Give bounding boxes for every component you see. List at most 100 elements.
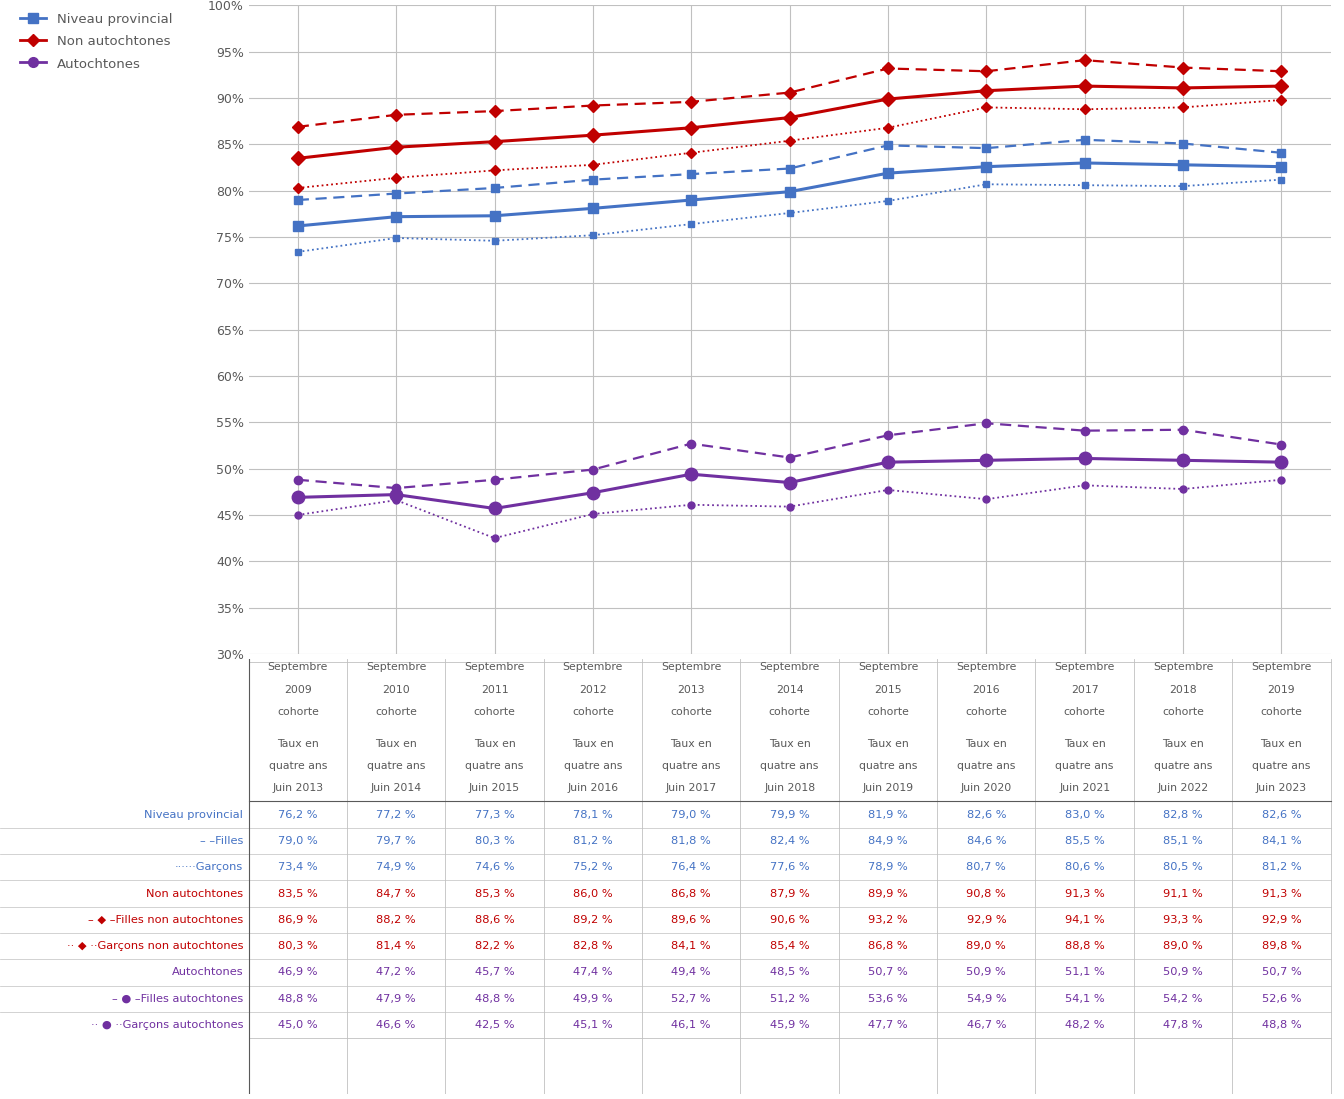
Text: – ● –Filles autochtones: – ● –Filles autochtones <box>112 993 243 1003</box>
Text: 47,7 %: 47,7 % <box>868 1020 907 1030</box>
Text: Septembre: Septembre <box>857 663 918 673</box>
Text: Septembre: Septembre <box>956 663 1016 673</box>
Text: quatre ans: quatre ans <box>269 761 327 771</box>
Text: Taux en: Taux en <box>965 739 1007 748</box>
Text: ······Garçons: ······Garçons <box>175 863 243 873</box>
Text: 91,3 %: 91,3 % <box>1064 889 1105 899</box>
Text: 2015: 2015 <box>874 685 902 695</box>
Text: Septembre: Septembre <box>464 663 524 673</box>
Text: 54,2 %: 54,2 % <box>1164 993 1203 1003</box>
Text: 49,4 %: 49,4 % <box>672 967 711 977</box>
Text: 88,8 %: 88,8 % <box>1064 941 1105 951</box>
Text: 46,1 %: 46,1 % <box>672 1020 711 1030</box>
Text: Taux en: Taux en <box>1163 739 1204 748</box>
Text: 42,5 %: 42,5 % <box>474 1020 515 1030</box>
Text: quatre ans: quatre ans <box>957 761 1016 771</box>
Text: 49,9 %: 49,9 % <box>573 993 613 1003</box>
Text: cohorte: cohorte <box>375 707 417 717</box>
Text: Taux en: Taux en <box>1261 739 1302 748</box>
Text: 84,7 %: 84,7 % <box>376 889 417 899</box>
Text: quatre ans: quatre ans <box>1154 761 1212 771</box>
Text: 47,8 %: 47,8 % <box>1163 1020 1203 1030</box>
Text: 90,6 %: 90,6 % <box>770 914 809 925</box>
Text: 80,6 %: 80,6 % <box>1064 863 1105 873</box>
Text: 79,9 %: 79,9 % <box>770 810 809 820</box>
Text: Juin 2018: Juin 2018 <box>763 784 816 793</box>
Text: Juin 2014: Juin 2014 <box>371 784 422 793</box>
Text: 47,2 %: 47,2 % <box>376 967 415 977</box>
Text: Septembre: Septembre <box>563 663 624 673</box>
Text: Niveau provincial: Niveau provincial <box>144 810 243 820</box>
Text: Juin 2022: Juin 2022 <box>1157 784 1208 793</box>
Text: quatre ans: quatre ans <box>465 761 524 771</box>
Text: 86,8 %: 86,8 % <box>672 889 711 899</box>
Text: Juin 2019: Juin 2019 <box>863 784 914 793</box>
Text: Taux en: Taux en <box>473 739 515 748</box>
Text: 84,1 %: 84,1 % <box>1262 836 1301 846</box>
Text: 85,5 %: 85,5 % <box>1064 836 1105 846</box>
Text: 89,8 %: 89,8 % <box>1262 941 1301 951</box>
Text: Taux en: Taux en <box>1064 739 1106 748</box>
Text: Juin 2023: Juin 2023 <box>1255 784 1306 793</box>
Text: Septembre: Septembre <box>1055 663 1116 673</box>
Text: 54,1 %: 54,1 % <box>1064 993 1105 1003</box>
Text: cohorte: cohorte <box>473 707 516 717</box>
Text: 86,8 %: 86,8 % <box>868 941 907 951</box>
Legend: Niveau provincial, Non autochtones, Autochtones: Niveau provincial, Non autochtones, Auto… <box>20 12 172 70</box>
Text: 45,9 %: 45,9 % <box>770 1020 809 1030</box>
Text: 89,0 %: 89,0 % <box>966 941 1007 951</box>
Text: 52,6 %: 52,6 % <box>1262 993 1301 1003</box>
Text: Septembre: Septembre <box>267 663 328 673</box>
Text: Taux en: Taux en <box>671 739 712 748</box>
Text: 48,5 %: 48,5 % <box>770 967 809 977</box>
Text: 80,5 %: 80,5 % <box>1163 863 1203 873</box>
Text: 74,6 %: 74,6 % <box>474 863 515 873</box>
Text: Juin 2020: Juin 2020 <box>961 784 1012 793</box>
Text: 91,1 %: 91,1 % <box>1163 889 1203 899</box>
Text: 94,1 %: 94,1 % <box>1064 914 1105 925</box>
Text: 78,1 %: 78,1 % <box>573 810 613 820</box>
Text: quatre ans: quatre ans <box>367 761 425 771</box>
Text: cohorte: cohorte <box>867 707 909 717</box>
Text: 54,9 %: 54,9 % <box>966 993 1007 1003</box>
Text: cohorte: cohorte <box>769 707 810 717</box>
Text: 73,4 %: 73,4 % <box>278 863 317 873</box>
Text: quatre ans: quatre ans <box>563 761 622 771</box>
Text: 81,8 %: 81,8 % <box>672 836 711 846</box>
Text: 79,7 %: 79,7 % <box>376 836 417 846</box>
Text: Septembre: Septembre <box>1153 663 1214 673</box>
Text: 87,9 %: 87,9 % <box>770 889 809 899</box>
Text: 82,4 %: 82,4 % <box>770 836 809 846</box>
Text: 93,2 %: 93,2 % <box>868 914 907 925</box>
Text: 83,5 %: 83,5 % <box>278 889 317 899</box>
Text: 81,4 %: 81,4 % <box>376 941 417 951</box>
Text: 84,9 %: 84,9 % <box>868 836 907 846</box>
Text: 2018: 2018 <box>1169 685 1198 695</box>
Text: 81,2 %: 81,2 % <box>1262 863 1301 873</box>
Text: ·· ● ··Garçons autochtones: ·· ● ··Garçons autochtones <box>91 1020 243 1030</box>
Text: 86,0 %: 86,0 % <box>573 889 613 899</box>
Text: Juin 2016: Juin 2016 <box>567 784 618 793</box>
Text: 79,0 %: 79,0 % <box>672 810 711 820</box>
Text: Taux en: Taux en <box>277 739 319 748</box>
Text: 89,9 %: 89,9 % <box>868 889 907 899</box>
Text: 47,4 %: 47,4 % <box>573 967 613 977</box>
Text: 82,8 %: 82,8 % <box>1163 810 1203 820</box>
Text: 51,2 %: 51,2 % <box>770 993 809 1003</box>
Text: quatre ans: quatre ans <box>1055 761 1114 771</box>
Text: 84,1 %: 84,1 % <box>672 941 711 951</box>
Text: 77,3 %: 77,3 % <box>474 810 515 820</box>
Text: Taux en: Taux en <box>573 739 614 748</box>
Text: 82,8 %: 82,8 % <box>573 941 613 951</box>
Text: 53,6 %: 53,6 % <box>868 993 907 1003</box>
Text: 82,6 %: 82,6 % <box>1262 810 1301 820</box>
Text: quatre ans: quatre ans <box>761 761 818 771</box>
Text: cohorte: cohorte <box>1063 707 1106 717</box>
Text: 92,9 %: 92,9 % <box>1262 914 1301 925</box>
Text: 50,7 %: 50,7 % <box>1262 967 1301 977</box>
Text: Juin 2021: Juin 2021 <box>1059 784 1110 793</box>
Text: Taux en: Taux en <box>867 739 909 748</box>
Text: cohorte: cohorte <box>1163 707 1204 717</box>
Text: 2012: 2012 <box>579 685 606 695</box>
Text: 80,3 %: 80,3 % <box>278 941 317 951</box>
